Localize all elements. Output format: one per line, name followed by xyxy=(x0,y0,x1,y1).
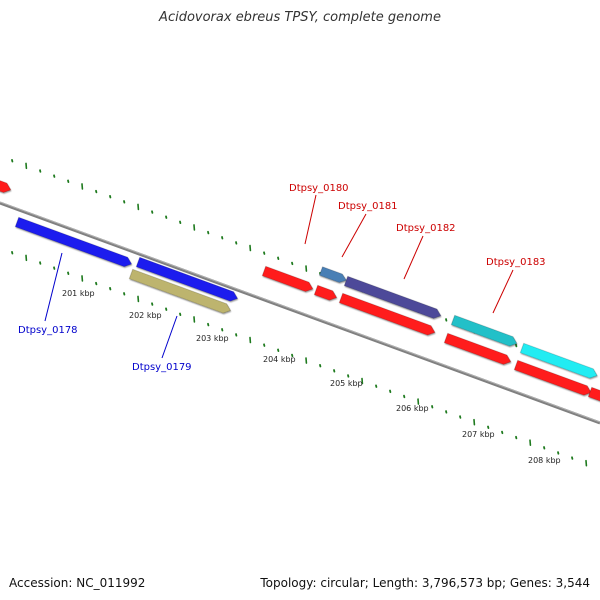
gene-label[interactable]: Dtpsy_0183 xyxy=(486,257,546,268)
gene-label-leader xyxy=(304,194,317,245)
gene-dtpsy-0182[interactable] xyxy=(450,314,518,348)
feature-red-1[interactable] xyxy=(261,265,314,293)
genome-stats-text: Topology: circular; Length: 3,796,573 bp… xyxy=(260,576,590,590)
gene-dtpsy-0183[interactable] xyxy=(519,342,599,380)
axis-tick-labels: 201 kbp 202 kbp 203 kbp 204 kbp 205 kbp 206 k… xyxy=(62,289,561,465)
feature-red-3[interactable] xyxy=(338,292,436,337)
gene-label-leader xyxy=(492,269,514,314)
gene-label[interactable]: Dtpsy_0180 xyxy=(289,183,349,194)
gene-dtpsy-0179[interactable] xyxy=(128,268,232,315)
gene-label[interactable]: Dtpsy_0178 xyxy=(18,325,78,336)
genome-backbone-highlight xyxy=(0,201,600,423)
gene-dtpsy-0181[interactable] xyxy=(343,275,442,320)
axis-tick-label: 207 kbp xyxy=(462,430,495,439)
gene-label-leader xyxy=(341,213,367,258)
feature-red-6[interactable] xyxy=(587,386,600,403)
map-title: Acidovorax ebreus TPSY, complete genome xyxy=(159,10,441,25)
gene-labels: Dtpsy_0178 Dtpsy_0179 Dtpsy_0180 Dtpsy_0181… xyxy=(18,183,546,373)
axis-tick-label: 205 kbp xyxy=(330,379,363,388)
gene-label-leader xyxy=(44,252,63,322)
gene-label[interactable]: Dtpsy_0181 xyxy=(338,201,398,212)
axis-tick-label: 203 kbp xyxy=(196,334,229,343)
genome-backbone xyxy=(0,201,600,425)
axis-tick-label: 202 kbp xyxy=(129,311,162,320)
axis-tick-label: 208 kbp xyxy=(528,456,561,465)
feature-red-5[interactable] xyxy=(513,359,593,397)
feature-red-4[interactable] xyxy=(443,332,512,366)
axis-tick-label: 201 kbp xyxy=(62,289,95,298)
gene-dtpsy-0178[interactable] xyxy=(14,216,133,268)
axis-tick-label: 206 kbp xyxy=(396,404,429,413)
gene-features xyxy=(0,177,600,403)
gene-label-leader xyxy=(161,315,178,359)
feature-red-offpage-left[interactable] xyxy=(0,177,12,194)
gene-label-leader xyxy=(403,235,424,280)
accession-text: Accession: NC_011992 xyxy=(9,576,146,590)
lower-tick-track xyxy=(11,251,588,467)
gene-label[interactable]: Dtpsy_0182 xyxy=(396,223,456,234)
gene-dtpsy-0178b[interactable] xyxy=(135,256,239,303)
gene-dtpsy-0180[interactable] xyxy=(319,266,347,285)
gene-label[interactable]: Dtpsy_0179 xyxy=(132,362,192,373)
axis-tick-label: 204 kbp xyxy=(263,355,296,364)
feature-red-2[interactable] xyxy=(313,284,338,302)
